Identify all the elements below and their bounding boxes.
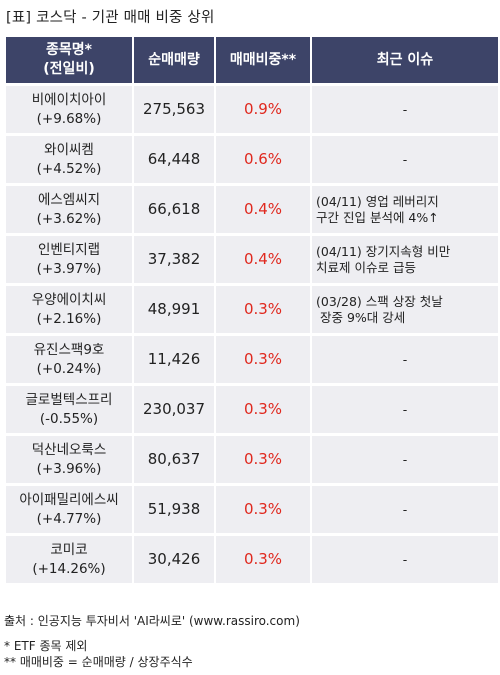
issue-line: 구간 진입 분석에 4%↑: [316, 209, 439, 225]
trade-ratio: 0.3%: [216, 486, 310, 533]
stock-change: (+4.77%): [36, 510, 102, 527]
net-volume: 48,991: [134, 286, 214, 333]
trade-ratio: 0.3%: [216, 436, 310, 483]
header-ratio: 매매비중**: [216, 37, 310, 83]
trade-ratio: 0.3%: [216, 286, 310, 333]
recent-issue: -: [312, 436, 498, 483]
stock-name: 글로벌텍스프리: [25, 391, 113, 408]
footnote-etf: * ETF 종목 제외: [4, 639, 88, 653]
net-volume: 11,426: [134, 336, 214, 383]
stock-name: 에스엠씨지: [37, 191, 101, 208]
recent-issue: -: [312, 486, 498, 533]
issue-line: -: [402, 351, 408, 367]
issue-line: -: [402, 151, 408, 167]
table-row: 와이씨켐 (+4.52%) 64,448 0.6% -: [6, 136, 498, 183]
issue-line: (04/11) 장기지속형 비만: [316, 243, 451, 259]
recent-issue: (04/11) 장기지속형 비만 치료제 이슈로 급등: [312, 236, 498, 283]
issue-line: -: [402, 101, 408, 117]
stock-change: (+14.26%): [32, 560, 106, 577]
net-volume: 30,426: [134, 536, 214, 583]
header-name-line1: 종목명*: [46, 42, 92, 58]
header-issue: 최근 이슈: [312, 37, 498, 83]
recent-issue: -: [312, 386, 498, 433]
net-volume: 80,637: [134, 436, 214, 483]
table-row: 우양에이치씨 (+2.16%) 48,991 0.3% (03/28) 스팩 상장 첫날…: [6, 286, 498, 333]
stock-cell: 에스엠씨지 (+3.62%): [6, 186, 132, 233]
stock-change: (+4.52%): [36, 160, 102, 177]
issue-line: -: [402, 501, 408, 517]
trade-ratio: 0.9%: [216, 86, 310, 133]
table-row: 에스엠씨지 (+3.62%) 66,618 0.4% (04/11) 영업 레버리지 구간…: [6, 186, 498, 233]
stock-change: (+3.62%): [36, 210, 102, 227]
stock-name: 덕산네오룩스: [31, 441, 107, 458]
stock-name: 유진스팩9호: [33, 341, 105, 358]
table-title: [표] 코스닥 - 기관 매매 비중 상위: [6, 10, 215, 26]
recent-issue: -: [312, 136, 498, 183]
recent-issue: (03/28) 스팩 상장 첫날 장중 9%대 강세: [312, 286, 498, 333]
table-row: 비에이치아이 (+9.68%) 275,563 0.9% -: [6, 86, 498, 133]
header-name: 종목명* (전일비): [6, 37, 132, 83]
trade-ratio: 0.4%: [216, 236, 310, 283]
net-volume: 37,382: [134, 236, 214, 283]
table-body: 비에이치아이 (+9.68%) 275,563 0.9% - 와이씨켐 (+4.52%) 64…: [6, 86, 498, 583]
header-volume: 순매매량: [134, 37, 214, 83]
stock-name: 비에이치아이: [31, 91, 107, 108]
net-volume: 66,618: [134, 186, 214, 233]
trade-ratio: 0.6%: [216, 136, 310, 183]
net-volume: 230,037: [134, 386, 214, 433]
issue-line: -: [402, 451, 408, 467]
trade-ratio: 0.3%: [216, 336, 310, 383]
stock-cell: 와이씨켐 (+4.52%): [6, 136, 132, 183]
source-note: 출처 : 인공지능 투자비서 'AI라씨로' (www.rassiro.com): [4, 614, 300, 628]
table-row: 덕산네오룩스 (+3.96%) 80,637 0.3% -: [6, 436, 498, 483]
stock-change: (+0.24%): [36, 360, 102, 377]
stock-cell: 유진스팩9호 (+0.24%): [6, 336, 132, 383]
stock-change: (-0.55%): [39, 410, 99, 427]
stock-change: (+2.16%): [36, 310, 102, 327]
stock-cell: 비에이치아이 (+9.68%): [6, 86, 132, 133]
net-volume: 275,563: [134, 86, 214, 133]
stock-name: 코미코: [50, 541, 88, 558]
stock-cell: 덕산네오룩스 (+3.96%): [6, 436, 132, 483]
header-row: 종목명* (전일비) 순매매량 매매비중** 최근 이슈: [6, 37, 498, 83]
net-volume: 51,938: [134, 486, 214, 533]
trade-ratio: 0.3%: [216, 536, 310, 583]
recent-issue: -: [312, 536, 498, 583]
stock-cell: 글로벌텍스프리 (-0.55%): [6, 386, 132, 433]
table-row: 유진스팩9호 (+0.24%) 11,426 0.3% -: [6, 336, 498, 383]
recent-issue: -: [312, 86, 498, 133]
issue-line: -: [402, 401, 408, 417]
stock-change: (+3.96%): [36, 460, 102, 477]
issue-line: 장중 9%대 강세: [316, 309, 406, 325]
institution-trading-table: 종목명* (전일비) 순매매량 매매비중** 최근 이슈 비에이치아이 (+9.6…: [4, 34, 500, 586]
header-name-line2: (전일비): [43, 61, 95, 77]
issue-line: -: [402, 551, 408, 567]
net-volume: 64,448: [134, 136, 214, 183]
table-row: 인벤티지랩 (+3.97%) 37,382 0.4% (04/11) 장기지속형 비만 치…: [6, 236, 498, 283]
stock-cell: 우양에이치씨 (+2.16%): [6, 286, 132, 333]
table-row: 아이패밀리에스씨 (+4.77%) 51,938 0.3% -: [6, 486, 498, 533]
issue-line: 치료제 이슈로 급등: [316, 259, 416, 275]
trade-ratio: 0.3%: [216, 386, 310, 433]
stock-cell: 아이패밀리에스씨 (+4.77%): [6, 486, 132, 533]
table-row: 글로벌텍스프리 (-0.55%) 230,037 0.3% -: [6, 386, 498, 433]
table-row: 코미코 (+14.26%) 30,426 0.3% -: [6, 536, 498, 583]
trade-ratio: 0.4%: [216, 186, 310, 233]
stock-name: 아이패밀리에스씨: [19, 491, 119, 508]
recent-issue: (04/11) 영업 레버리지 구간 진입 분석에 4%↑: [312, 186, 498, 233]
stock-name: 와이씨켐: [44, 141, 94, 158]
issue-line: (03/28) 스팩 상장 첫날: [316, 293, 443, 309]
stock-cell: 인벤티지랩 (+3.97%): [6, 236, 132, 283]
recent-issue: -: [312, 336, 498, 383]
stock-cell: 코미코 (+14.26%): [6, 536, 132, 583]
stock-change: (+9.68%): [36, 110, 102, 127]
stock-name: 인벤티지랩: [37, 241, 101, 258]
stock-name: 우양에이치씨: [31, 291, 107, 308]
issue-line: (04/11) 영업 레버리지: [316, 193, 439, 209]
footnote-ratio: ** 매매비중 = 순매매량 / 상장주식수: [4, 655, 193, 669]
stock-change: (+3.97%): [36, 260, 102, 277]
